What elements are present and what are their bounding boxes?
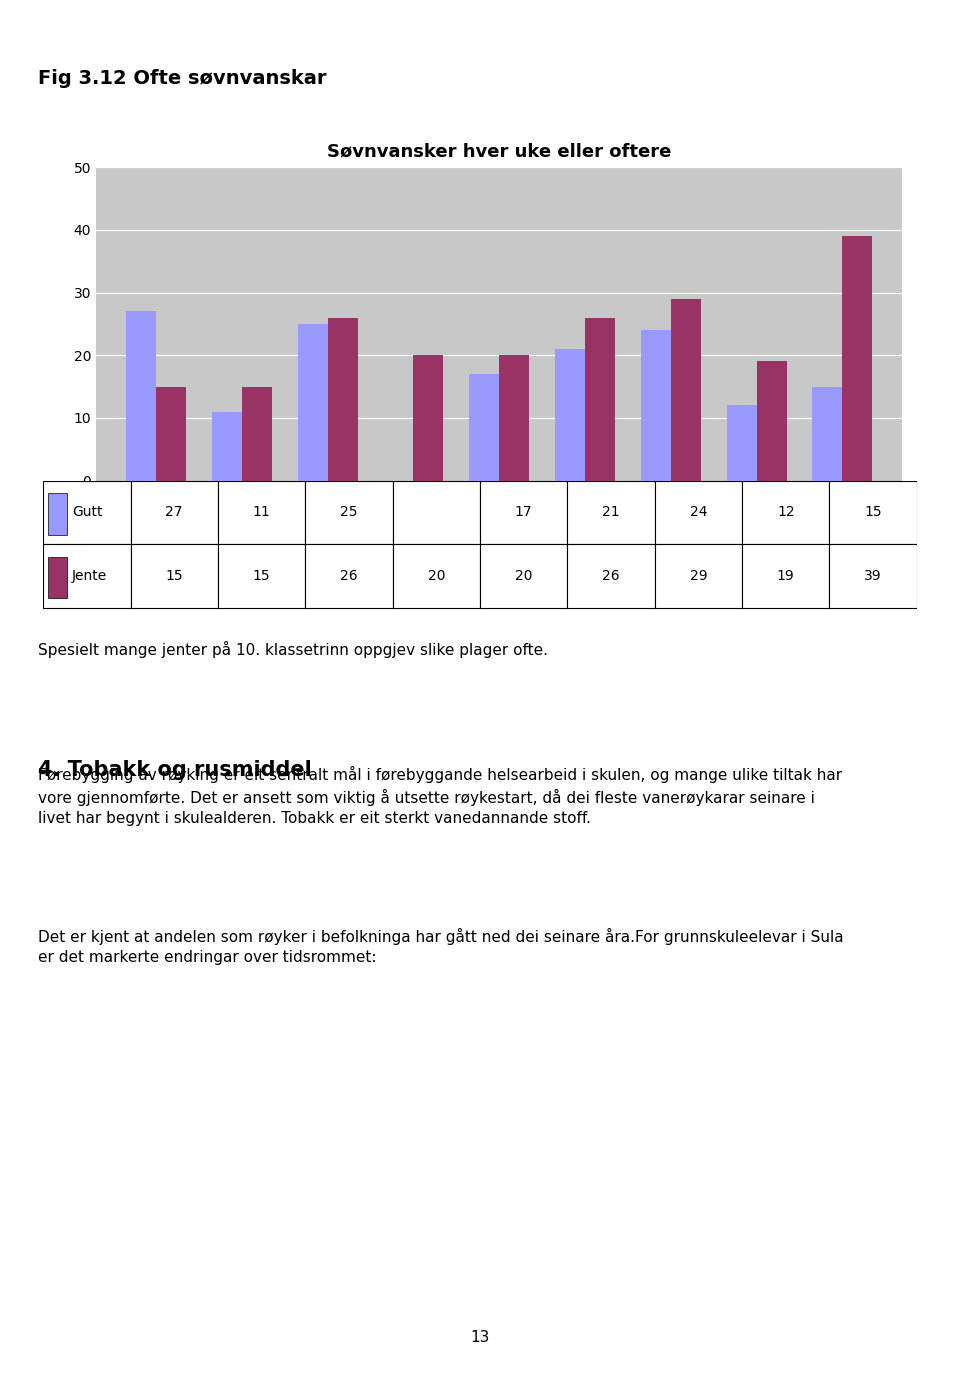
Bar (567, 545, 655, 607)
Bar (242, 386, 272, 481)
Bar (48, 557, 67, 598)
Text: 4. Tobakk og rusmiddel: 4. Tobakk og rusmiddel (38, 761, 312, 780)
Bar (671, 299, 701, 481)
Text: 11: 11 (252, 506, 271, 520)
Text: 25: 25 (340, 506, 358, 520)
Bar (393, 481, 480, 545)
Text: 15: 15 (252, 568, 271, 582)
Text: 15: 15 (165, 568, 183, 582)
Text: Førebygging av røyking er eit sentralt mål i førebyggande helsearbeid i skulen, : Førebygging av røyking er eit sentralt m… (38, 766, 843, 826)
Bar (829, 481, 917, 545)
Bar (212, 412, 242, 481)
Bar (305, 481, 393, 545)
Bar (393, 545, 480, 607)
Text: 26: 26 (340, 568, 358, 582)
Bar (43, 481, 131, 545)
Text: Jente: Jente (72, 568, 108, 582)
Text: 20: 20 (515, 568, 533, 582)
Bar (555, 348, 585, 481)
Bar (469, 373, 499, 481)
Bar (567, 481, 655, 545)
Title: Søvnvansker hver uke eller oftere: Søvnvansker hver uke eller oftere (327, 142, 671, 160)
Bar (327, 318, 358, 481)
Bar (48, 493, 67, 535)
Bar (829, 545, 917, 607)
Bar (414, 355, 444, 481)
Bar (156, 386, 186, 481)
Bar (499, 355, 529, 481)
Text: 15: 15 (864, 506, 882, 520)
Bar (218, 545, 305, 607)
Text: 26: 26 (602, 568, 620, 582)
Text: 17: 17 (515, 506, 533, 520)
Text: Det er kjent at andelen som røyker i befolkninga har gått ned dei seinare åra.Fo: Det er kjent at andelen som røyker i bef… (38, 928, 844, 965)
Text: 39: 39 (864, 568, 882, 582)
Text: 24: 24 (689, 506, 708, 520)
Bar (480, 481, 567, 545)
Bar (43, 545, 131, 607)
Bar (655, 545, 742, 607)
Text: 20: 20 (427, 568, 445, 582)
Bar (298, 323, 327, 481)
Text: 19: 19 (777, 568, 795, 582)
Bar (305, 545, 393, 607)
Bar (126, 311, 156, 481)
Text: Spesielt mange jenter på 10. klassetrinn oppgjev slike plager ofte.: Spesielt mange jenter på 10. klassetrinn… (38, 641, 548, 657)
Bar (585, 318, 615, 481)
Bar (131, 481, 218, 545)
Bar (655, 481, 742, 545)
Bar (742, 545, 829, 607)
Bar (131, 545, 218, 607)
Text: 27: 27 (165, 506, 183, 520)
Text: 12: 12 (777, 506, 795, 520)
Bar (727, 405, 756, 481)
Text: 29: 29 (689, 568, 708, 582)
Text: Gutt: Gutt (72, 506, 103, 520)
Bar (480, 545, 567, 607)
Text: 21: 21 (602, 506, 620, 520)
Bar (742, 481, 829, 545)
Text: Fig 3.12 Ofte søvnvanskar: Fig 3.12 Ofte søvnvanskar (38, 68, 327, 88)
Bar (640, 330, 671, 481)
Bar (812, 386, 842, 481)
Bar (218, 481, 305, 545)
Text: 13: 13 (470, 1330, 490, 1344)
Bar (842, 235, 873, 481)
Bar (756, 361, 786, 481)
